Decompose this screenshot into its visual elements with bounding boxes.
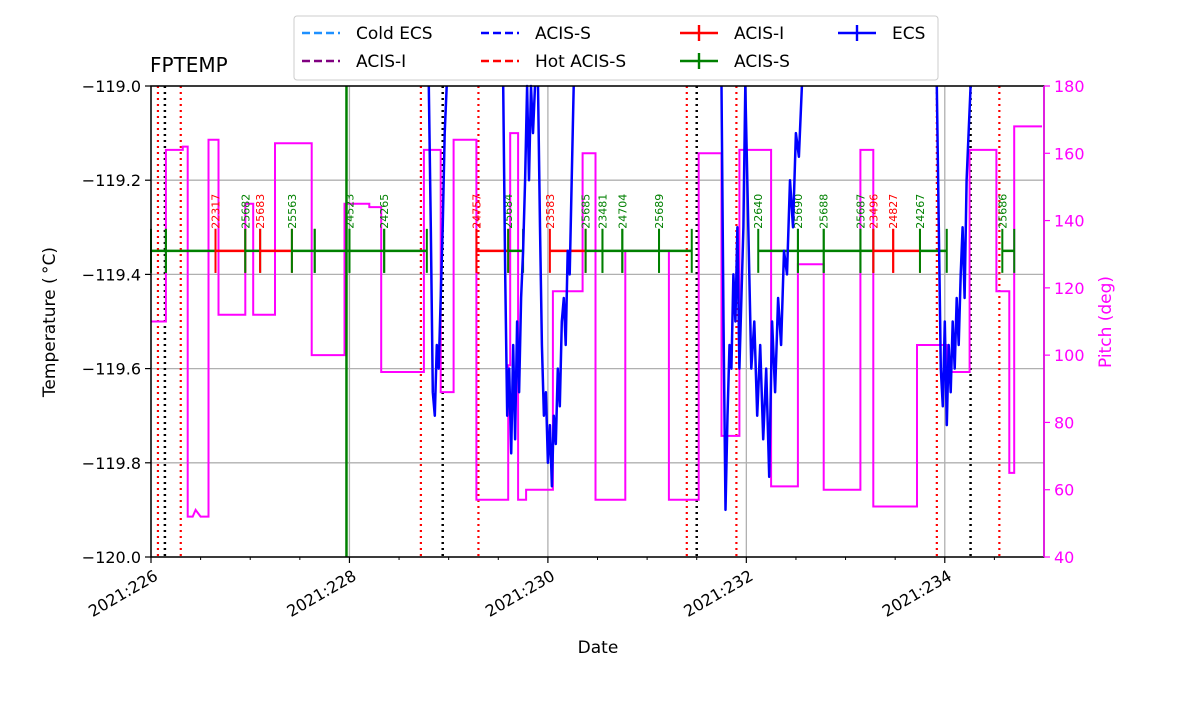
obsid-label: 24827 xyxy=(887,194,900,229)
x-tick-label: 2021:228 xyxy=(284,566,360,621)
obsid-label: 25682 xyxy=(239,194,252,229)
observation: 24265 xyxy=(378,194,428,273)
legend-item: ACIS-S xyxy=(680,52,790,72)
y-tick-label: −119.2 xyxy=(82,171,141,190)
obsid-label: 22640 xyxy=(752,194,765,229)
legend-item: Cold ECS xyxy=(302,24,433,44)
legend-item: ACIS-I xyxy=(680,24,784,44)
y2-tick-label: 100 xyxy=(1054,346,1085,365)
legend-label: ACIS-S xyxy=(535,24,591,44)
legend-item: ECS xyxy=(838,24,925,44)
grid-lines xyxy=(150,85,1044,558)
x-axis-label: Date xyxy=(578,638,619,658)
obsid-label: 22317 xyxy=(210,194,223,229)
y2-tick-label: 80 xyxy=(1054,413,1074,432)
obsid-label: 25685 xyxy=(580,194,593,229)
obsid-label: 24265 xyxy=(378,194,391,229)
observation: 25689 xyxy=(653,194,693,273)
observation: 24267 xyxy=(914,194,948,273)
ecs-series xyxy=(427,84,972,512)
ecs-line xyxy=(536,85,575,488)
pitch-series xyxy=(151,125,1042,518)
ecs-line xyxy=(427,85,448,417)
y2-tick-label: 40 xyxy=(1054,548,1074,567)
y2-tick-label: 160 xyxy=(1054,144,1085,163)
legend-item: Hot ACIS-S xyxy=(481,52,626,72)
obsid-label: 24267 xyxy=(914,194,927,229)
legend-label: ECS xyxy=(892,24,925,44)
legend: Cold ECS ACIS-I ACIS-S Hot ACIS-S ACIS-I ACIS… xyxy=(293,15,939,81)
y-tick-label: −119.8 xyxy=(82,454,141,473)
x-tick-label: 2021:226 xyxy=(85,566,161,621)
y-tick-label: −119.4 xyxy=(82,265,141,284)
x-tick-label: 2021:230 xyxy=(482,566,558,621)
obsid-label: 25690 xyxy=(792,194,805,229)
obsid-label: 25687 xyxy=(854,194,867,229)
obsid-label: 25683 xyxy=(254,194,267,229)
legend-label: ACIS-S xyxy=(734,52,790,72)
y2-tick-label: 180 xyxy=(1054,77,1085,96)
y-tick-label: −120.0 xyxy=(82,548,141,567)
obsid-label: 24523 xyxy=(343,194,356,229)
legend-box xyxy=(293,15,939,81)
legend-label: Cold ECS xyxy=(356,24,433,44)
y2-axis-label: Pitch (deg) xyxy=(1096,276,1116,368)
x-tick-label: 2021:234 xyxy=(879,566,955,621)
ecs-line xyxy=(501,84,537,455)
obsid-label: 25563 xyxy=(286,194,299,229)
y-tick-label: −119.0 xyxy=(82,77,141,96)
y2-tick-label: 60 xyxy=(1054,481,1074,500)
observation: 25690 xyxy=(792,194,825,273)
observation: 25686 xyxy=(996,194,1016,273)
y-axis-label: Temperature ( °C) xyxy=(40,247,60,398)
legend-item: ACIS-S xyxy=(481,24,591,44)
obsid-label: 23481 xyxy=(597,194,610,229)
legend-label: Hot ACIS-S xyxy=(535,52,626,72)
ecs-line xyxy=(935,85,972,427)
event-lines xyxy=(156,86,1001,557)
obsid-label: 23496 xyxy=(867,194,880,229)
y-tick-label: −119.6 xyxy=(82,360,141,379)
ecs-line xyxy=(720,85,747,512)
x-tick-label: 2021:232 xyxy=(680,566,756,621)
plot-frame xyxy=(150,85,1045,558)
observation-markers: 22317 25682 25683 25563 24523 24265 24757 25684… xyxy=(150,86,1016,557)
obsid-label: 24757 xyxy=(470,194,483,229)
legend-label: ACIS-I xyxy=(734,24,784,44)
chart-title: FPTEMP xyxy=(150,53,228,77)
y2-tick-label: 120 xyxy=(1054,279,1085,298)
observation: 25563 xyxy=(286,194,316,273)
y2-tick-label: 140 xyxy=(1054,212,1085,231)
obsid-label: 23583 xyxy=(544,194,557,229)
obsid-label: 24704 xyxy=(616,194,629,229)
pitch-line xyxy=(151,125,1042,518)
obsid-label: 25689 xyxy=(653,194,666,229)
obsid-label: 25686 xyxy=(996,194,1009,229)
legend-item: ACIS-I xyxy=(302,52,406,72)
ecs-line xyxy=(744,85,804,479)
obsid-label: 25688 xyxy=(818,194,831,229)
legend-label: ACIS-I xyxy=(356,52,406,72)
